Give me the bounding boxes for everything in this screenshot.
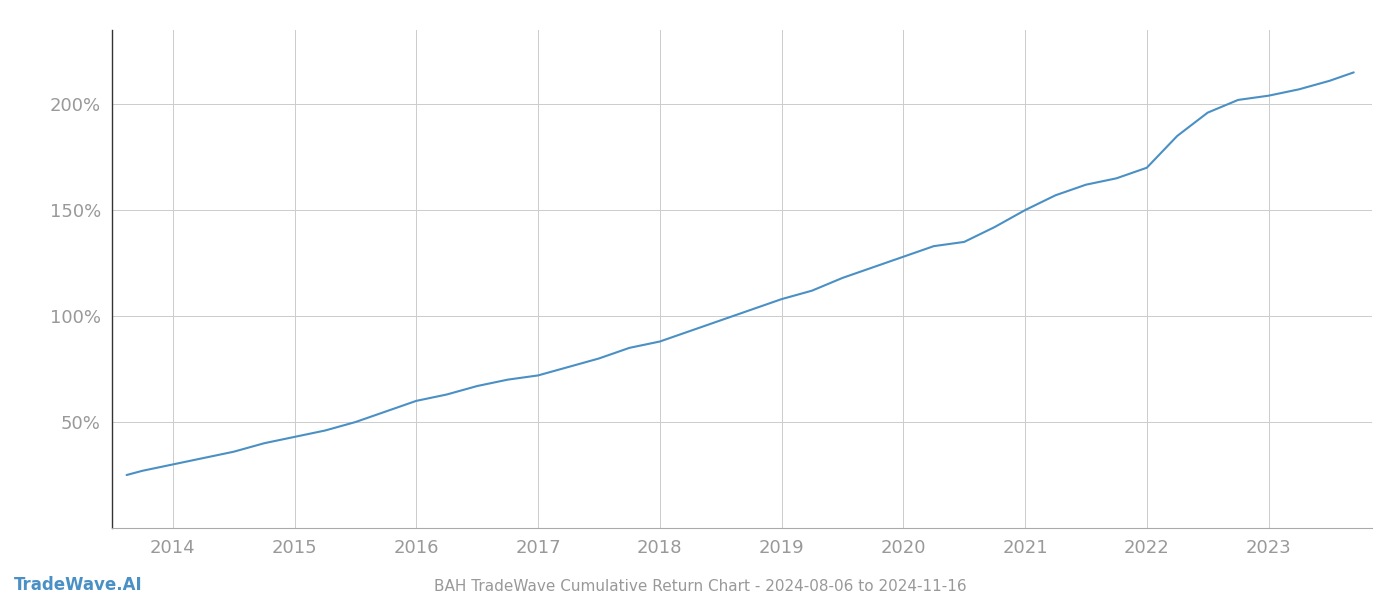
Text: TradeWave.AI: TradeWave.AI — [14, 576, 143, 594]
Text: BAH TradeWave Cumulative Return Chart - 2024-08-06 to 2024-11-16: BAH TradeWave Cumulative Return Chart - … — [434, 579, 966, 594]
